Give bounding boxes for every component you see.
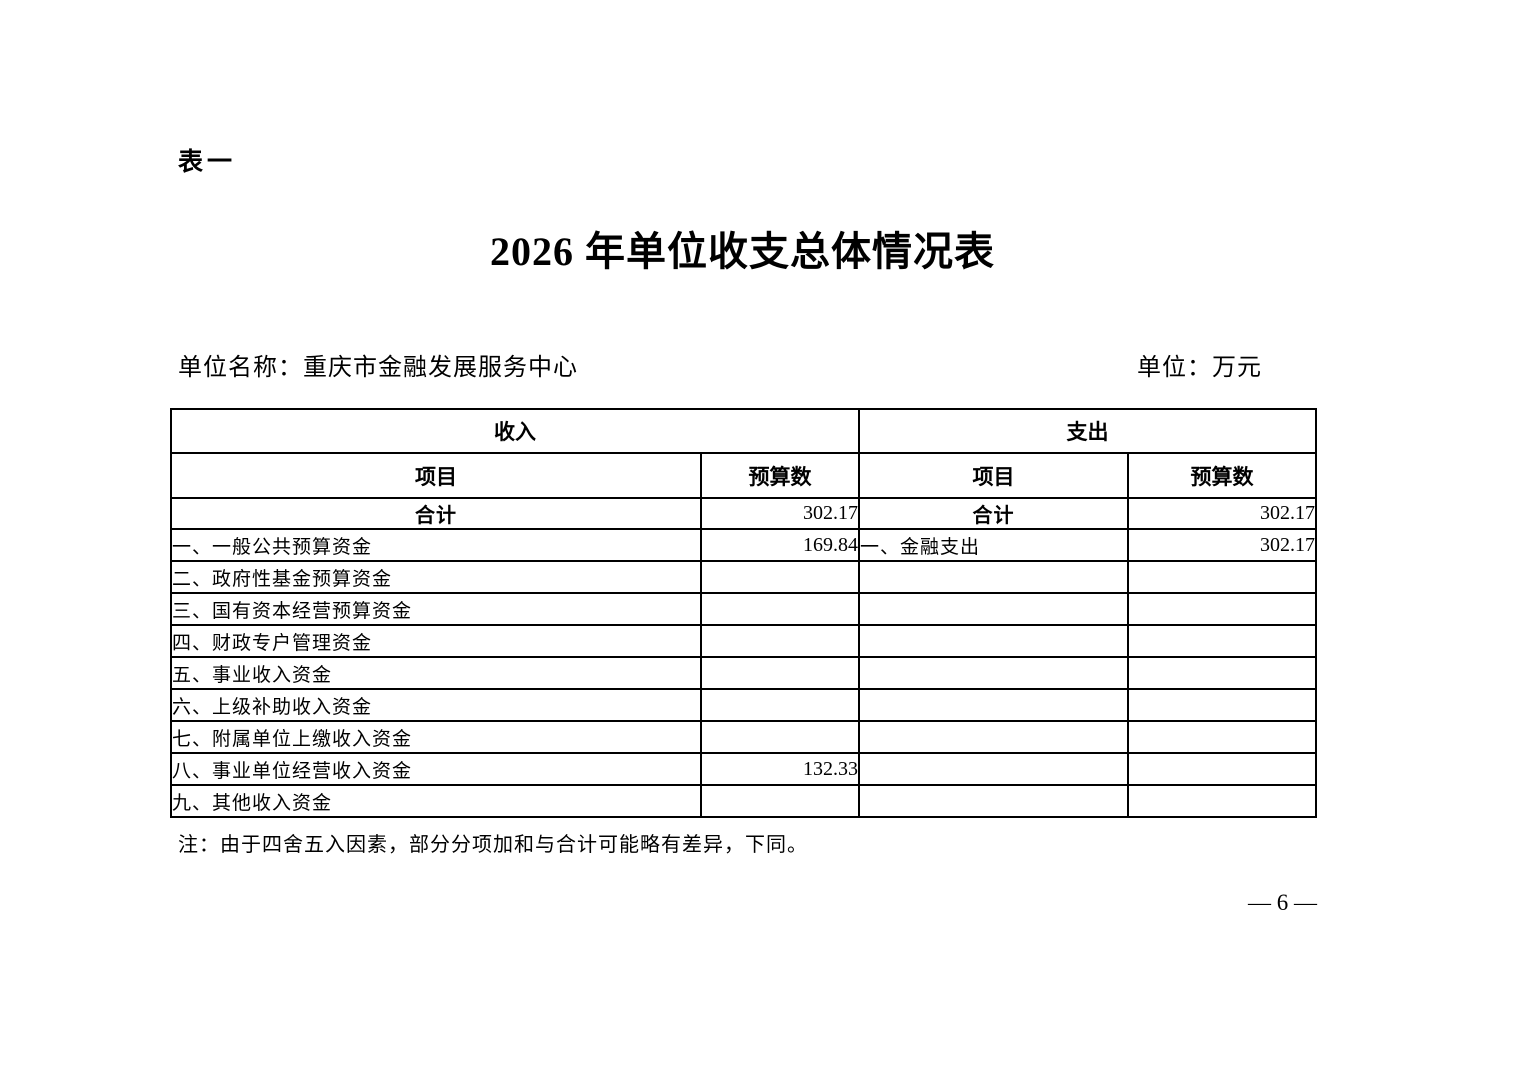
table-row: 九、其他收入资金 [170,784,1317,818]
income-item-cell: 八、事业单位经营收入资金 [170,752,702,786]
unit-name-label: 单位名称：重庆市金融发展服务中心 [178,355,578,381]
expense-item-cell [858,656,1129,690]
income-value-cell [700,784,860,818]
table-row: 六、上级补助收入资金 [170,688,1317,722]
expense-value-cell: 302.17 [1127,497,1317,530]
income-item-column-header: 项目 [170,452,702,499]
expense-item-column-header: 项目 [858,452,1129,499]
table-row: 五、事业收入资金 [170,656,1317,690]
income-item-cell: 九、其他收入资金 [170,784,702,818]
expense-section-header: 支出 [858,408,1317,454]
budget-summary-table: 收入 支出 项目 预算数 项目 预算数 合计 302.17 合计 302.17 … [170,408,1317,818]
table-row: 八、事业单位经营收入资金 132.33 [170,752,1317,786]
income-section-header: 收入 [170,408,860,454]
income-item-cell: 六、上级补助收入资金 [170,688,702,722]
table-section-header-row: 收入 支出 [170,408,1317,454]
income-value-cell [700,624,860,658]
expense-item-cell [858,784,1129,818]
income-value-cell: 132.33 [700,752,860,786]
expense-budget-column-header: 预算数 [1127,452,1317,499]
income-value-cell [700,592,860,626]
expense-item-cell [858,688,1129,722]
table-row: 三、国有资本经营预算资金 [170,592,1317,626]
expense-value-cell [1127,784,1317,818]
table-row: 二、政府性基金预算资金 [170,560,1317,594]
table-row: 一、一般公共预算资金 169.84 一、金融支出 302.17 [170,528,1317,562]
income-item-cell: 三、国有资本经营预算资金 [170,592,702,626]
expense-value-cell [1127,624,1317,658]
income-item-cell: 一、一般公共预算资金 [170,528,702,562]
rounding-note: 注：由于四舍五入因素，部分分项加和与合计可能略有差异，下同。 [178,834,808,856]
table-row: 四、财政专户管理资金 [170,624,1317,658]
income-item-cell: 二、政府性基金预算资金 [170,560,702,594]
expense-value-cell [1127,688,1317,722]
expense-value-cell [1127,560,1317,594]
table-row-total: 合计 302.17 合计 302.17 [170,497,1317,530]
income-item-cell: 合计 [170,497,702,530]
income-value-cell: 169.84 [700,528,860,562]
expense-item-cell [858,624,1129,658]
table-row: 七、附属单位上缴收入资金 [170,720,1317,754]
expense-item-cell [858,720,1129,754]
income-item-cell: 七、附属单位上缴收入资金 [170,720,702,754]
expense-item-cell: 合计 [858,497,1129,530]
income-item-cell: 五、事业收入资金 [170,656,702,690]
expense-value-cell [1127,752,1317,786]
expense-value-cell [1127,656,1317,690]
income-value-cell [700,720,860,754]
expense-value-cell [1127,592,1317,626]
expense-item-cell [858,560,1129,594]
income-value-cell [700,656,860,690]
income-value-cell [700,688,860,722]
page-title: 2026 年单位收支总体情况表 [490,229,995,274]
expense-item-cell: 一、金融支出 [858,528,1129,562]
table-number-label: 表一 [178,148,237,176]
expense-value-cell: 302.17 [1127,528,1317,562]
table-column-header-row: 项目 预算数 项目 预算数 [170,452,1317,499]
income-value-cell: 302.17 [700,497,860,530]
income-value-cell [700,560,860,594]
income-item-cell: 四、财政专户管理资金 [170,624,702,658]
expense-item-cell [858,752,1129,786]
expense-value-cell [1127,720,1317,754]
income-budget-column-header: 预算数 [700,452,860,499]
unit-of-measure-label: 单位：万元 [1137,355,1262,381]
page-number: — 6 — [1248,890,1317,915]
expense-item-cell [858,592,1129,626]
